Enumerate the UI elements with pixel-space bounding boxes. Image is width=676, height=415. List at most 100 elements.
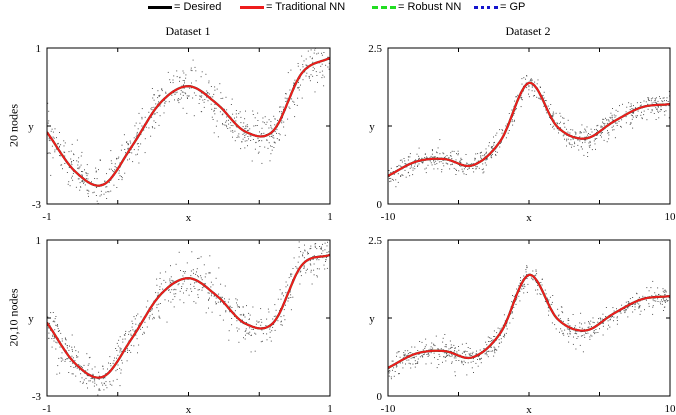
scatter-point: [231, 307, 233, 308]
scatter-point: [298, 81, 299, 83]
scatter-point: [106, 387, 108, 389]
scatter-point: [566, 328, 568, 330]
series-line-robust-nn: [47, 253, 330, 379]
scatter-point: [167, 71, 169, 73]
scatter-point: [578, 149, 580, 151]
scatter-point: [522, 285, 524, 287]
scatter-point: [179, 76, 181, 78]
scatter-point: [48, 152, 50, 154]
scatter-point: [499, 334, 501, 336]
scatter-point: [525, 78, 526, 80]
scatter-point: [486, 158, 487, 160]
scatter-point: [251, 160, 253, 162]
scatter-point: [124, 350, 126, 352]
scatter-point: [479, 152, 481, 154]
scatter-point: [78, 364, 80, 366]
scatter-point: [193, 301, 195, 303]
scatter-point: [69, 345, 70, 347]
scatter-point: [195, 80, 197, 82]
scatter-point: [496, 349, 498, 351]
scatter-point: [217, 136, 219, 138]
scatter-point: [296, 104, 298, 106]
scatter-point: [312, 61, 314, 63]
scatter-point: [285, 101, 287, 102]
y-axis-label: y: [28, 313, 34, 325]
scatter-point: [271, 146, 273, 147]
scatter-point: [486, 351, 488, 353]
scatter-point: [408, 171, 409, 173]
scatter-point: [93, 191, 95, 193]
scatter-point: [80, 186, 81, 188]
scatter-point: [552, 126, 553, 128]
scatter-point: [526, 267, 528, 269]
scatter-point: [661, 299, 662, 301]
scatter-point: [180, 89, 182, 91]
scatter-point: [526, 75, 527, 77]
scatter-point: [596, 138, 598, 139]
scatter-point: [171, 282, 173, 284]
scatter-point: [141, 116, 143, 118]
scatter-point: [129, 152, 131, 153]
scatter-point: [225, 96, 227, 98]
scatter-point: [201, 95, 203, 97]
scatter-point: [602, 322, 604, 324]
scatter-point: [401, 161, 403, 163]
scatter-point: [536, 96, 538, 98]
scatter-point: [201, 71, 203, 73]
scatter-point: [200, 76, 202, 78]
scatter-point: [193, 115, 195, 117]
scatter-point: [434, 345, 436, 347]
scatter-point: [83, 379, 85, 381]
scatter-point: [647, 103, 649, 105]
scatter-point: [276, 132, 277, 134]
scatter-point: [269, 326, 271, 328]
scatter-point: [597, 134, 599, 136]
scatter-point: [664, 114, 666, 116]
scatter-point: [120, 372, 122, 374]
scatter-point: [618, 311, 620, 313]
scatter-point: [127, 349, 129, 351]
scatter-point: [119, 367, 121, 369]
scatter-point: [230, 104, 232, 105]
scatter-point: [59, 155, 61, 157]
scatter-point: [308, 253, 309, 254]
scatter-point: [182, 275, 184, 277]
scatter-point: [502, 324, 504, 326]
scatter-point: [422, 162, 424, 164]
scatter-point: [397, 173, 399, 175]
scatter-point: [434, 357, 435, 359]
scatter-point: [634, 304, 636, 306]
scatter-point: [289, 107, 291, 109]
scatter-point: [290, 297, 292, 298]
scatter-point: [587, 326, 589, 328]
scatter-point: [212, 284, 214, 286]
scatter-point: [141, 118, 143, 120]
scatter-point: [198, 276, 199, 278]
scatter-point: [526, 87, 528, 89]
scatter-point: [552, 295, 554, 296]
scatter-point: [192, 97, 194, 99]
scatter-point: [109, 356, 111, 358]
scatter-point: [131, 326, 133, 328]
scatter-point: [121, 362, 123, 364]
scatter-point: [424, 168, 426, 170]
scatter-point: [392, 171, 394, 172]
scatter-point: [52, 334, 54, 336]
scatter-point: [314, 91, 316, 93]
scatter-point: [589, 323, 591, 325]
scatter-point: [204, 283, 206, 285]
scatter-point: [436, 367, 438, 369]
scatter-point: [540, 294, 542, 295]
scatter-point: [455, 159, 457, 161]
scatter-point: [173, 280, 175, 282]
scatter-point: [520, 95, 522, 97]
scatter-point: [294, 104, 296, 105]
scatter-point: [511, 312, 513, 314]
scatter-point: [609, 116, 611, 118]
scatter-point: [495, 348, 496, 350]
scatter-point: [436, 152, 438, 154]
scatter-point: [398, 164, 400, 166]
scatter-point: [557, 308, 559, 310]
scatter-point: [665, 291, 667, 293]
scatter-point: [546, 297, 548, 299]
